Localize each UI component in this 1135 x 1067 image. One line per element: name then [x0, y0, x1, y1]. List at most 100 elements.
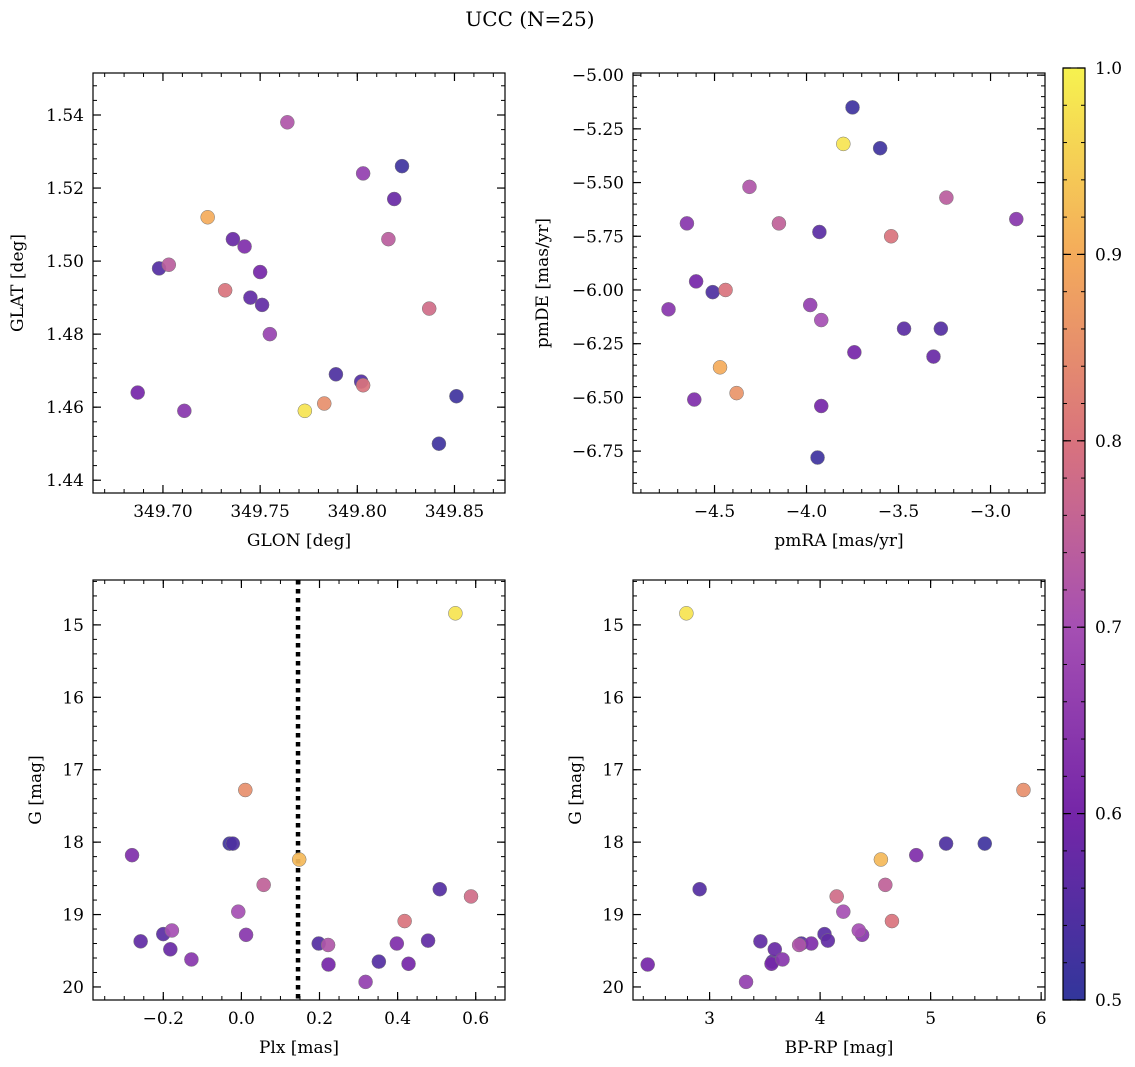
data-point — [421, 301, 437, 316]
data-point — [742, 179, 757, 195]
data-point — [297, 403, 313, 419]
points — [124, 606, 479, 990]
data-point — [401, 956, 416, 972]
y-tick-label: 17 — [602, 761, 624, 781]
data-point — [1016, 782, 1031, 798]
data-point — [688, 274, 704, 289]
x-tick-label: 5 — [925, 1009, 936, 1029]
x-tick-label: −0.2 — [143, 1009, 184, 1029]
data-point — [355, 166, 371, 181]
y-tick-label: 18 — [602, 833, 624, 853]
data-point — [692, 881, 707, 897]
data-point — [238, 782, 253, 798]
data-point — [317, 396, 332, 411]
data-point — [977, 836, 993, 851]
y-tick-label: 1.46 — [46, 398, 84, 418]
data-point — [767, 942, 783, 957]
x-axis-label: GLON [deg] — [247, 531, 351, 551]
points — [640, 606, 1031, 990]
data-point — [1009, 211, 1024, 227]
data-point — [225, 231, 241, 247]
data-point — [161, 257, 177, 272]
colorbar-tick-label: 0.6 — [1095, 805, 1122, 825]
data-point — [328, 367, 344, 382]
colorbar-tick-label: 0.9 — [1095, 245, 1122, 265]
y-tick-label: −6.75 — [572, 442, 624, 462]
x-axis-label: Plx [mas] — [259, 1038, 339, 1058]
data-point — [883, 229, 899, 244]
data-point — [851, 923, 867, 938]
x-tick-label: −3.0 — [970, 502, 1011, 522]
data-point — [262, 326, 278, 342]
data-point — [836, 904, 851, 919]
data-point — [873, 852, 889, 867]
colorbar-ticks: 0.5 0.6 0.7 0.8 0.9 1.0 — [1063, 59, 1122, 1011]
data-point — [254, 297, 270, 313]
y-tick-label: 1.48 — [46, 325, 84, 345]
data-point — [705, 284, 720, 300]
colorbar-tick-label: 1.0 — [1095, 59, 1122, 79]
y-tick-label: −5.25 — [572, 120, 624, 140]
y-tick-label: −6.00 — [572, 281, 624, 301]
x-tick-label: 0.4 — [384, 1009, 411, 1029]
data-point — [872, 140, 888, 156]
x-tick-label: −4.5 — [694, 502, 735, 522]
data-point — [926, 349, 941, 364]
data-point — [463, 889, 479, 904]
x-tick-label: 0.0 — [228, 1009, 255, 1029]
data-point — [813, 398, 829, 414]
data-point — [802, 297, 818, 313]
x-tick-label: −3.5 — [878, 502, 919, 522]
points — [661, 100, 1024, 465]
y-tick-label: 20 — [602, 978, 624, 998]
y-ticks: 1.44 1.46 1.48 1.50 1.52 1.54 — [46, 106, 505, 491]
x-tick-label: 4 — [815, 1009, 826, 1029]
data-point — [184, 952, 199, 967]
data-point — [163, 942, 178, 957]
data-point — [812, 224, 827, 240]
y-tick-label: 1.44 — [46, 471, 84, 491]
data-point — [813, 312, 829, 328]
data-point — [729, 385, 744, 401]
y-tick-label: −5.50 — [572, 174, 624, 194]
y-tick-label: 16 — [62, 688, 84, 708]
y-tick-label: 16 — [602, 688, 624, 708]
y-tick-label: −5.75 — [572, 227, 624, 247]
data-point — [878, 877, 893, 893]
colorbar-tick-label: 0.5 — [1095, 991, 1122, 1011]
data-point — [712, 360, 728, 375]
x-tick-label: 349.85 — [425, 502, 484, 522]
data-point — [791, 937, 807, 953]
data-point — [225, 836, 241, 851]
data-point — [280, 115, 295, 130]
y-axis-label: GLAT [deg] — [8, 234, 28, 332]
data-point — [687, 392, 702, 407]
x-tick-label: 6 — [1036, 1009, 1047, 1029]
data-point — [177, 403, 192, 419]
data-point — [884, 913, 900, 929]
data-point — [291, 852, 307, 867]
y-tick-label: 15 — [602, 616, 624, 636]
y-tick-label: 1.54 — [46, 106, 84, 126]
panel-bprp-g: 3 4 5 6 15 16 17 18 19 20 BP-RP [mag] G [mag] — [566, 579, 1047, 1058]
data-point — [320, 937, 336, 953]
data-point — [775, 952, 790, 967]
data-point — [661, 302, 676, 317]
data-point — [389, 936, 405, 951]
data-point — [640, 957, 655, 972]
data-point — [939, 190, 954, 205]
colorbar-tick-label: 0.8 — [1095, 432, 1122, 452]
minor-ticks — [93, 73, 505, 493]
y-tick-label: 20 — [62, 978, 84, 998]
colorbar-gradient — [1062, 67, 1086, 1001]
data-point — [164, 923, 180, 938]
data-point — [130, 385, 145, 400]
data-point — [938, 836, 954, 851]
y-tick-label: 1.50 — [46, 252, 84, 272]
data-point — [358, 974, 373, 990]
y-ticks: 15 16 17 18 19 20 — [62, 616, 505, 998]
y-axis-label: G [mag] — [566, 755, 586, 824]
data-point — [753, 934, 768, 949]
x-ticks: −0.2 0.0 0.2 0.4 0.6 — [143, 580, 489, 1029]
